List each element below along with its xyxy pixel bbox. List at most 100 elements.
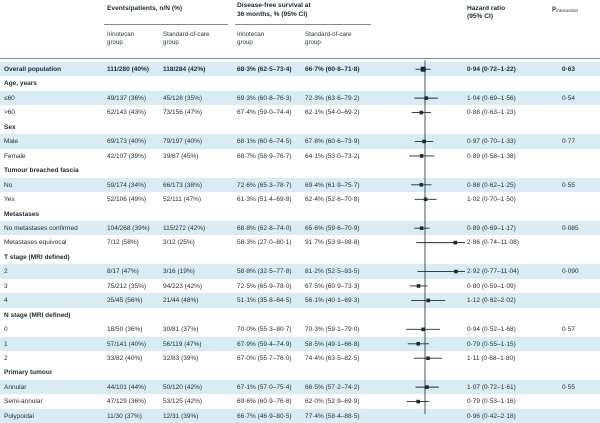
dfs-header-rule [235, 24, 371, 25]
dfs-irinotecan: 58·8% (32·5–77·8) [237, 268, 292, 276]
events-standard-of-care: 53/125 (42%) [163, 398, 203, 406]
hazard-ratio: 2·92 (0·77–11·04) [467, 268, 519, 276]
hazard-ratio-point [420, 66, 426, 72]
events-irinotecan: 75/212 (35%) [107, 282, 147, 290]
subgroup-title: N stage (MRI defined) [4, 311, 71, 319]
events-standard-of-care: 79/197 (40%) [163, 138, 203, 146]
p-interaction: 0·090 [562, 268, 579, 276]
events-standard-of-care: 3/16 (19%) [163, 268, 195, 276]
events-irinotecan: 42/107 (39%) [107, 152, 147, 160]
dfs-irinotecan: 72·5% (65·9–78·0) [237, 282, 292, 290]
hazard-ratio-point [426, 298, 431, 303]
row-label: Metastases equivocal [4, 239, 67, 247]
row-label: 4 [4, 297, 8, 305]
row-label: 3 [4, 282, 8, 290]
events-header: Events/patients, n/N (%) [107, 5, 183, 12]
events-standard-of-care: 73/156 (47%) [163, 109, 203, 117]
sub-irinotecan-b2: group [237, 39, 253, 46]
p-label: p [552, 5, 557, 12]
hazard-ratio: 0·79 (0·55–1·15) [467, 340, 516, 348]
dfs-irinotecan: 68·7% (58·9–76·7) [237, 152, 292, 160]
dfs-standard-of-care: 65·6% (59·6–70·9) [305, 224, 360, 232]
dfs-irinotecan: 68·8% (62·8–74·0) [237, 224, 292, 232]
hazard-ratio: 1·11 (0·68–1·80) [467, 355, 516, 362]
dfs-irinotecan: 58·3% (27·0–80·1) [237, 239, 292, 247]
subgroup-header-row: Sex [0, 120, 600, 134]
sub-soc-b1: Standard-of-care [305, 31, 352, 38]
dfs-standard-of-care: 69·4% (61·9–75·7) [305, 181, 360, 189]
dfs-irinotecan: 70·0% (55·3–80·7) [237, 326, 292, 334]
dfs-irinotecan: 61·3% (51·4–69·8) [237, 196, 292, 204]
row-label: Overall population [4, 66, 62, 73]
hazard-ratio: 0·80 (0·59–1·09) [467, 282, 516, 290]
events-standard-of-care: 52/111 (47%) [163, 196, 202, 204]
events-header-rule [104, 24, 228, 25]
events-irinotecan: 111/280 (40%) [107, 66, 149, 73]
table-row: No 59/174 (34%) 66/173 (38%) 72·6% (65·3–78… [0, 177, 600, 193]
dfs-standard-of-care: 91·7% (53·9–98·8) [305, 239, 360, 247]
row-label: Yes [4, 196, 15, 204]
events-irinotecan: 59/174 (34%) [107, 181, 147, 189]
events-standard-of-care: 115/272 (42%) [163, 224, 206, 232]
p-subscript: interaction [556, 9, 579, 14]
table-row: Yes 52/106 (49%) 52/111 (47%) 61·3% (51·4–6… [0, 192, 600, 206]
events-standard-of-care: 94/223 (42%) [163, 282, 203, 290]
row-label: Semi-annular [4, 398, 43, 406]
row-label: Annular [4, 383, 27, 391]
dfs-standard-of-care: 67·8% (60·6–73·9) [305, 138, 360, 146]
dfs-irinotecan: 67·0% (55·7–76·0) [237, 355, 292, 362]
events-irinotecan: 47/129 (36%) [107, 398, 147, 406]
hazard-ratio: 0·97 (0·70–1·33) [467, 138, 516, 146]
events-standard-of-care: 56/119 (47%) [163, 340, 202, 348]
p-interaction: 0·63 [562, 66, 576, 73]
events-standard-of-care: 21/44 (48%) [163, 297, 199, 305]
dfs-irinotecan: 51·1% (35·8–64·5) [237, 297, 292, 305]
hazard-ratio-point [425, 385, 429, 389]
dfs-standard-of-care: 62·0% (52·9–69·9) [305, 398, 360, 406]
hazard-ratio: 2·86 (0·74–11·08) [467, 239, 519, 247]
subgroup-header-row: Age, years [0, 76, 600, 90]
events-irinotecan: 62/143 (43%) [107, 109, 147, 117]
sub-soc-b2: group [305, 39, 321, 46]
dfs-standard-of-care: 74·4% (63·5–82·5) [305, 355, 360, 362]
row-label: Female [4, 152, 26, 160]
dfs-standard-of-care: 67·5% (60·9–73·3) [305, 282, 360, 290]
p-interaction: 0·57 [562, 326, 576, 334]
events-standard-of-care: 30/81 (37%) [163, 326, 199, 334]
subgroup-header-row: N stage (MRI defined) [0, 308, 600, 322]
events-standard-of-care: 118/284 (42%) [163, 66, 206, 73]
hazard-ratio: 1·02 (0·70–1·50) [467, 196, 516, 204]
row-label: 2 [4, 268, 8, 276]
subgroup-title: Primary tumour [4, 369, 53, 377]
dfs-standard-of-care: 56·1% (40·1–69·3) [305, 297, 360, 305]
dfs-standard-of-care: 62·4% (52·6–70·8) [305, 196, 360, 204]
hazard-ratio-point [421, 327, 426, 332]
hazard-ratio-point [419, 226, 424, 230]
sub-irinotecan-b1: Irinotecan [237, 31, 265, 38]
events-irinotecan: 8/17 (47%) [107, 268, 139, 276]
subgroup-header-row: Primary tumour [0, 365, 600, 379]
dfs-standard-of-care: 66·7% (60·8–71·8) [305, 66, 360, 73]
hazard-ratio-point [419, 183, 424, 187]
hazard-ratio-point [416, 399, 420, 404]
hazard-ratio-point [416, 341, 420, 346]
dfs-header-line2: 36 months, % (95% CI) [237, 11, 308, 18]
table-row: Annular 44/101 (44%) 50/120 (42%) 67·1% (57… [0, 379, 600, 395]
p-interaction: 0·085 [562, 224, 579, 232]
hazard-ratio: 0·88 (0·62–1·25) [467, 181, 516, 189]
hazard-ratio: 0·89 (0·58–1·38) [467, 152, 516, 160]
hazard-ratio: 0·94 (0·52–1·68) [467, 326, 516, 334]
subgroup-title: Metastases [4, 210, 40, 218]
dfs-irinotecan: 72·6% (65·3–78·7) [237, 181, 292, 189]
p-interaction: 0·55 [562, 383, 576, 391]
events-standard-of-care: 50/120 (42%) [163, 383, 203, 391]
table-row: Metastases equivocal 7/12 (58%) 3/12 (25%)… [0, 235, 600, 249]
hr-header-line1: Hazard ratio [467, 5, 506, 12]
subgroup-title: Tumour breached fascia [4, 167, 79, 175]
row-label: No [4, 181, 13, 189]
dfs-irinotecan: 67·1% (57·0–75·4) [237, 383, 292, 391]
row-label: No metastases confirmed [4, 224, 78, 232]
row-label: Male [4, 138, 19, 146]
events-irinotecan: 18/50 (36%) [107, 326, 143, 334]
table-row: 2 33/82 (40%) 32/83 (39%) 67·0% (55·7–76·0)… [0, 351, 600, 365]
